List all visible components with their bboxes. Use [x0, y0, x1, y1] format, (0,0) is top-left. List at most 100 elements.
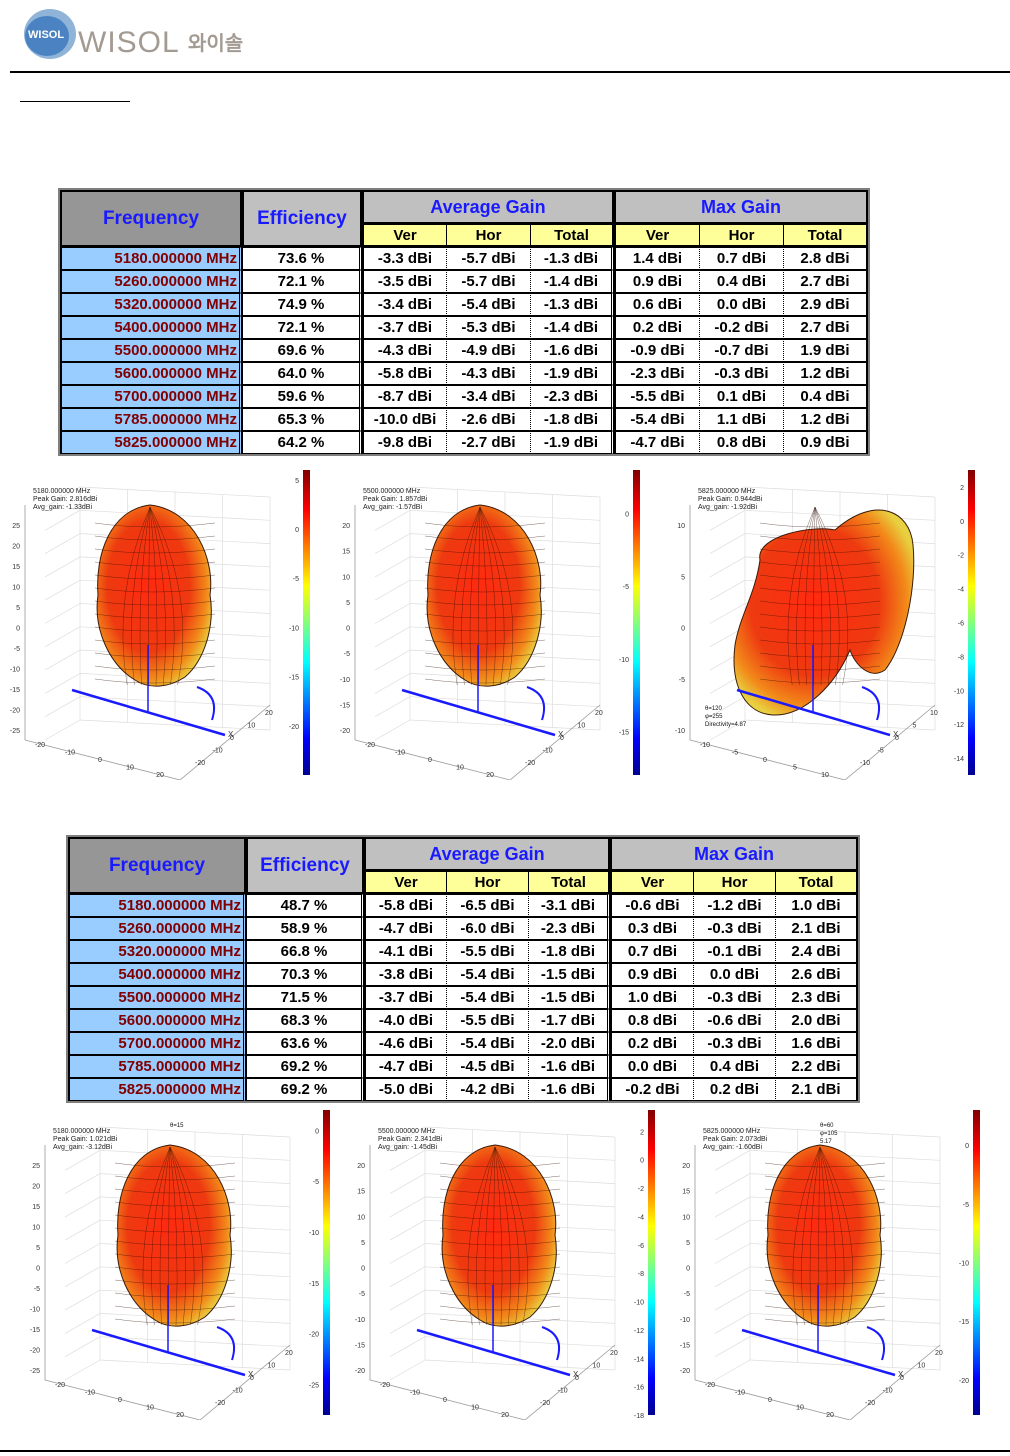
z-tick-label: -5: [344, 651, 350, 658]
max-ver-cell: -0.9 dBi: [614, 339, 699, 362]
avg-hor-cell: -5.4 dBi: [446, 986, 528, 1009]
avg-ver-cell: -3.7 dBi: [362, 316, 446, 339]
max-ver-cell: 0.9 dBi: [610, 963, 693, 986]
plot-canvas: 20 15 10 5 0 -5 -10 -15 -20 -20 -10 0 10 20 20 10 0 -10 -2…: [340, 470, 640, 780]
z-tick-label: -25: [10, 728, 20, 735]
grid-line: [714, 1173, 751, 1194]
max-hor-cell: -0.3 dBi: [693, 1032, 775, 1055]
grid-line: [709, 603, 746, 624]
phi-arc-icon: [196, 686, 216, 721]
colorbar-tick-label: -20: [959, 1378, 969, 1385]
mesh-line: [424, 522, 546, 528]
x-axis-line: [354, 739, 511, 780]
mesh-line: [439, 1240, 561, 1246]
grid-line: [374, 556, 411, 578]
table-row: 5320.000000 MHz 74.9 % -3.4 dBi -5.4 dBi -1.…: [60, 293, 868, 316]
mesh-line: [479, 506, 496, 686]
mesh-line: [94, 522, 216, 528]
mesh-line: [94, 652, 216, 658]
max-total-cell: 1.6 dBi: [775, 1032, 858, 1055]
z-tick-label: 0: [346, 626, 350, 633]
mesh-line: [759, 613, 881, 619]
max-total-cell: 1.0 dBi: [775, 894, 858, 917]
table-row: 5320.000000 MHz 66.8 % -4.1 dBi -5.5 dBi -1.…: [68, 940, 858, 963]
plot-info-label: Peak Gain: 2.816dBi: [33, 496, 98, 503]
radiation-pattern-plot-4: 25 20 15 10 5 0 -5 -10 -15 -20 -25 -20 -10 0 10 20 20 10 0…: [20, 1105, 350, 1420]
z-tick-label: 5: [681, 574, 685, 581]
frequency-cell: 5825.000000 MHz: [68, 1078, 246, 1101]
x-tick-label: 0: [763, 757, 767, 764]
efficiency-cell: 70.3 %: [246, 963, 364, 986]
mesh-line: [759, 639, 881, 645]
plot-canvas: 20 15 10 5 0 -5 -10 -15 -20 -20 -10 0 10 20 20 10 0 -10 -2…: [680, 1110, 980, 1420]
grid-line: [389, 1243, 426, 1264]
subheader-avg-ver: Ver: [364, 871, 446, 894]
y-tick-label: 0: [900, 1375, 904, 1382]
mesh-line: [94, 535, 216, 541]
z-tick-label: 0: [36, 1266, 40, 1273]
grid-line: [714, 1219, 751, 1241]
y-tick-label: 0: [560, 735, 564, 742]
efficiency-cell: 72.1 %: [242, 270, 362, 293]
radiation-pattern-plot-5: 20 15 10 5 0 -5 -10 -15 -20 -20 -10 0 10 20 20 10 0 -10 -2…: [345, 1105, 675, 1420]
header-average-gain: Average Gain: [364, 837, 610, 871]
y-tick-label: -10: [213, 748, 223, 755]
mesh-line: [814, 506, 831, 686]
grid-line: [714, 1289, 751, 1311]
x-tick-label: 0: [443, 1397, 447, 1404]
max-ver-cell: 1.0 dBi: [610, 986, 693, 1009]
peak-annotation: φ=105: [820, 1131, 838, 1137]
colorbar-tick-label: -6: [958, 621, 964, 628]
max-ver-cell: -2.3 dBi: [614, 362, 699, 385]
plot-info-label: Avg_gain: -3.12dBi: [53, 1144, 112, 1151]
phi-arc-icon: [541, 1326, 561, 1361]
radiation-pattern-plot-6: 20 15 10 5 0 -5 -10 -15 -20 -20 -10 0 10 20 20 10 0 -10 -2…: [670, 1105, 1000, 1420]
y-tick-label: -20: [215, 1400, 225, 1407]
z-tick-label: -20: [680, 1368, 690, 1375]
frequency-cell: 5825.000000 MHz: [60, 431, 242, 454]
avg-total-cell: -1.3 dBi: [530, 247, 614, 270]
efficiency-cell: 68.3 %: [246, 1009, 364, 1032]
colorbar-tick-label: -5: [313, 1179, 319, 1186]
z-tick-label: -20: [340, 728, 350, 735]
colorbar-tick-label: -15: [289, 675, 299, 682]
max-hor-cell: 1.1 dBi: [699, 408, 783, 431]
subheader-avg-total: Total: [528, 871, 610, 894]
avg-total-cell: -1.3 dBi: [530, 293, 614, 316]
avg-total-cell: -2.3 dBi: [528, 917, 610, 940]
y-axis-line: [524, 1344, 616, 1420]
z-tick-label: -5: [679, 677, 685, 684]
avg-total-cell: -1.9 dBi: [530, 431, 614, 454]
grid-line: [389, 1359, 426, 1381]
colorbar-tick-label: -15: [619, 729, 629, 736]
z-tick-label: 20: [342, 523, 350, 530]
grid-line: [709, 533, 746, 554]
mesh-line: [764, 1292, 886, 1298]
mesh-line: [149, 506, 158, 686]
grid-line: [374, 603, 411, 624]
mesh-line: [476, 1146, 496, 1326]
mesh-line: [142, 1146, 171, 1326]
mesh-line: [94, 626, 216, 632]
plot-info-label: 5180.000000 MHz: [33, 488, 91, 495]
grid-line: [64, 1126, 101, 1148]
y-tick-label: -5: [878, 748, 884, 755]
mesh-line: [439, 1162, 561, 1168]
mesh-line: [814, 506, 823, 686]
x-tick-label: 20: [486, 772, 494, 779]
axis-x-label: X: [558, 730, 564, 739]
avg-total-cell: -1.5 dBi: [528, 963, 610, 986]
radiation-pattern-surface: [96, 504, 212, 687]
mesh-line: [114, 1292, 236, 1298]
subheader-max-ver: Ver: [610, 871, 693, 894]
grid-line: [389, 1196, 426, 1218]
colorbar-tick-label: -8: [958, 654, 964, 661]
max-hor-cell: 0.4 dBi: [693, 1055, 775, 1078]
max-total-cell: 2.4 dBi: [775, 940, 858, 963]
table-row: 5700.000000 MHz 63.6 % -4.6 dBi -5.4 dBi -2.…: [68, 1032, 858, 1055]
grid-line: [44, 719, 81, 741]
mesh-line: [94, 639, 216, 645]
mesh-line: [819, 1146, 828, 1326]
mesh-line: [494, 1146, 520, 1326]
section-title-underline: [20, 101, 130, 102]
